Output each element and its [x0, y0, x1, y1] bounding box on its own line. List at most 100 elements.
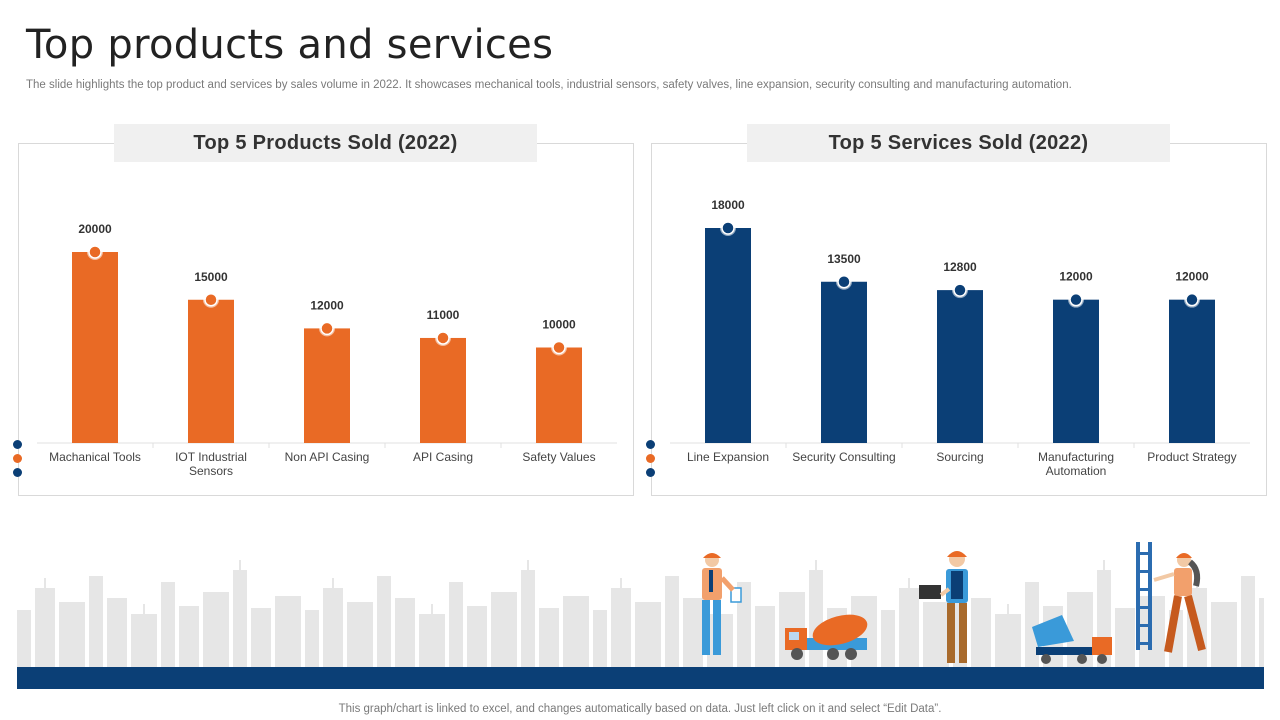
skyline-building: [17, 610, 31, 668]
category-label: API Casing: [413, 450, 473, 464]
legend-dot-blue: [646, 468, 655, 477]
products-bar-chart: 20000 Machanical Tools 15000 IOT Industrial…: [37, 222, 617, 478]
skyline-building: [347, 602, 373, 668]
data-label: 15000: [194, 270, 228, 284]
bar-marker: [204, 293, 218, 307]
dump-truck-illustration: [1032, 615, 1112, 664]
skyline-antenna: [1103, 560, 1105, 570]
bar-marker: [320, 321, 334, 336]
skyline-building: [563, 596, 589, 668]
data-label: 11000: [427, 308, 460, 322]
skyline-building: [611, 588, 631, 668]
skyline-antenna: [620, 578, 622, 588]
skyline-building: [881, 610, 895, 668]
category-label: Safety Values: [522, 450, 595, 464]
category-label: Machanical Tools: [49, 450, 141, 464]
skyline-building: [305, 610, 319, 668]
skyline-building: [59, 602, 85, 668]
products-legend-dots: [13, 440, 23, 482]
skyline-antenna: [527, 560, 529, 570]
bar-marker: [1185, 292, 1199, 307]
data-label: 13500: [827, 252, 861, 266]
page-title: Top products and services: [26, 22, 554, 68]
data-label: 12000: [1175, 270, 1209, 284]
bar: [705, 228, 751, 443]
bar-marker: [436, 331, 450, 345]
skyline-building: [1241, 576, 1255, 668]
skyline-antenna: [1007, 604, 1009, 614]
skyline-building: [179, 606, 199, 668]
ground-bar: [17, 667, 1264, 689]
services-chart-panel: 18000 Line Expansion 13500 Security Consult…: [651, 143, 1267, 496]
legend-dot-orange: [13, 454, 22, 463]
page-subtitle: The slide highlights the top product and…: [26, 79, 1072, 91]
skyline-building: [467, 606, 487, 668]
data-label: 10000: [542, 318, 576, 332]
skyline-building: [971, 598, 991, 668]
legend-dot-orange: [646, 454, 655, 463]
city-skyline-illustration: [17, 542, 1264, 668]
data-label: 20000: [78, 222, 112, 236]
skyline-antenna: [143, 604, 145, 614]
bar-marker: [552, 340, 566, 355]
bar: [188, 299, 234, 443]
skyline-building: [923, 602, 949, 668]
skyline-building: [131, 614, 157, 668]
skyline-building: [1115, 608, 1135, 668]
data-label: 12000: [310, 298, 344, 312]
services-chart-title: Top 5 Services Sold (2022): [747, 124, 1170, 162]
bar: [420, 337, 466, 443]
data-label: 12000: [1059, 270, 1093, 284]
category-label: Line Expansion: [687, 450, 769, 464]
footer-note: This graph/chart is linked to excel, and…: [338, 703, 942, 715]
skyline-building: [1211, 602, 1237, 668]
skyline-building: [233, 570, 247, 668]
skyline-building: [995, 614, 1021, 668]
services-legend-dots: [646, 440, 656, 482]
skyline-building: [491, 592, 517, 668]
bar: [304, 328, 350, 443]
skyline-building: [635, 602, 661, 668]
skyline-building: [539, 608, 559, 668]
skyline-building: [755, 606, 775, 668]
bar: [536, 347, 582, 443]
skyline-building: [809, 570, 823, 668]
data-label: 18000: [711, 198, 745, 212]
skyline-building: [737, 582, 751, 668]
skyline-antenna: [908, 578, 910, 588]
legend-dot-blue: [13, 468, 22, 477]
skyline-building: [593, 610, 607, 668]
bar: [937, 290, 983, 443]
skyline-building: [899, 588, 919, 668]
skyline-building: [35, 588, 55, 668]
skyline-building: [377, 576, 391, 668]
bar-marker: [721, 221, 735, 235]
worker-laptop-illustration: [919, 551, 968, 663]
skyline-building: [395, 598, 415, 668]
category-label: Non API Casing: [285, 450, 370, 464]
bar-marker: [1069, 292, 1083, 307]
category-label: Sourcing: [936, 450, 983, 464]
bar-marker: [88, 245, 102, 259]
bar: [821, 281, 867, 443]
products-chart-panel: 20000 Machanical Tools 15000 IOT Industrial…: [18, 143, 634, 496]
skyline-building: [419, 614, 445, 668]
worker-ladder-illustration: [1136, 542, 1206, 653]
services-bar-chart: 18000 Line Expansion 13500 Security Consult…: [670, 198, 1250, 478]
skyline-building: [449, 582, 463, 668]
skyline-antenna: [431, 604, 433, 614]
skyline-building: [521, 570, 535, 668]
bar-marker: [953, 283, 967, 297]
skyline-building: [251, 608, 271, 668]
worker-clipboard-illustration: [702, 553, 742, 655]
skyline-building: [323, 588, 343, 668]
skyline-building: [665, 576, 679, 668]
skyline-building: [161, 582, 175, 668]
legend-dot-blue: [13, 440, 22, 449]
bar-marker: [837, 275, 851, 289]
skyline-antenna: [332, 578, 334, 588]
skyline-antenna: [44, 578, 46, 588]
skyline-antenna: [239, 560, 241, 570]
category-label: IOT Industrial Sensors: [175, 450, 247, 478]
skyline-building: [203, 592, 229, 668]
